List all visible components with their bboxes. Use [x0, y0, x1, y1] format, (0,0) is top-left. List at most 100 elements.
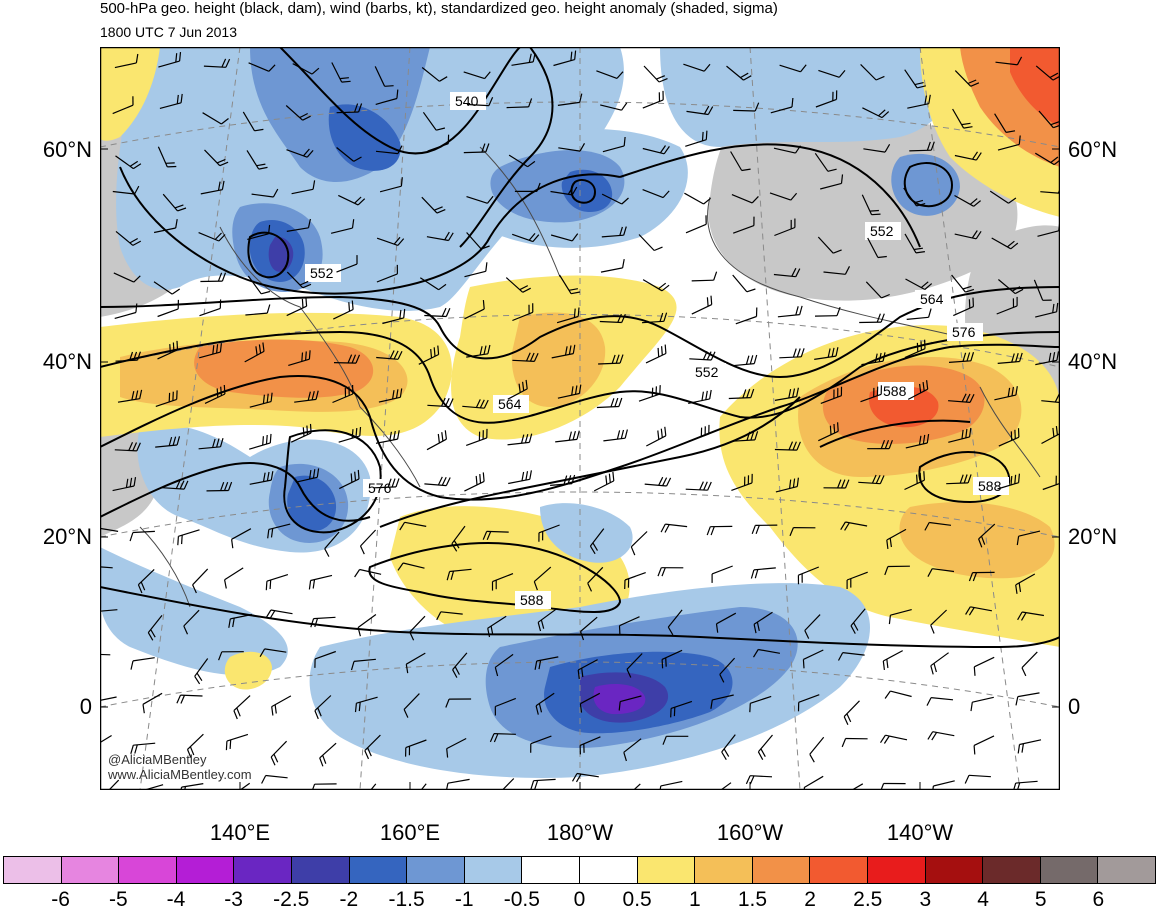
contour-label-588-east: 588: [978, 478, 1002, 494]
wind-barb: [721, 734, 736, 761]
wind-barbs: [100, 50, 1060, 790]
wind-barb: [100, 696, 117, 702]
wind-barb: [436, 611, 463, 621]
wind-barb: [530, 778, 556, 790]
wind-barb: [579, 692, 601, 713]
wind-barb: [338, 194, 366, 206]
colorbar-swatch: [925, 857, 984, 883]
wind-barb: [948, 427, 972, 443]
wind-barb: [691, 295, 713, 315]
wind-barb: [815, 90, 838, 108]
wind-barb: [228, 613, 253, 628]
wind-barb: [862, 107, 890, 119]
wind-barb: [840, 521, 868, 531]
wind-barb: [867, 439, 893, 450]
wind-barb: [359, 529, 377, 555]
wind-barb: [451, 525, 466, 552]
wind-barb: [689, 351, 716, 361]
wind-barb: [820, 174, 844, 190]
wind-barb: [773, 145, 801, 154]
wind-barb: [494, 653, 514, 677]
wind-barb: [419, 277, 447, 291]
wind-barb: [512, 352, 539, 362]
wind-barb: [204, 149, 229, 167]
wind-barb: [818, 69, 846, 78]
wind-barb: [551, 344, 576, 359]
wind-barb: [630, 531, 648, 556]
wind-barb: [817, 236, 842, 254]
wind-barb: [880, 782, 906, 790]
wind-barb: [951, 274, 975, 293]
wind-barb: [579, 736, 601, 755]
wind-barb: [424, 476, 451, 487]
wind-barb: [659, 780, 683, 790]
colorbar-tick-label: -4: [166, 888, 186, 911]
wind-barb: [112, 477, 137, 492]
wind-barb: [688, 389, 712, 404]
wind-barb: [930, 609, 948, 634]
height-contours: [100, 47, 1060, 649]
wind-barb: [376, 264, 398, 283]
wind-barb: [1034, 152, 1060, 166]
wind-barb: [514, 182, 541, 192]
wind-barb: [750, 567, 776, 579]
wind-barb: [774, 441, 801, 451]
wind-barb: [339, 469, 360, 490]
wind-barb: [909, 141, 935, 152]
wind-barb: [735, 307, 758, 325]
wind-barb: [904, 69, 926, 89]
wind-barb: [370, 783, 377, 790]
wind-barb: [965, 606, 993, 616]
credit-handle: @AliciaMBentley: [108, 752, 207, 767]
wind-barb: [732, 216, 755, 234]
wind-barb: [948, 352, 975, 363]
wind-barb: [884, 565, 910, 576]
wind-barb: [177, 529, 200, 546]
wind-barb: [867, 237, 887, 259]
wind-barb: [858, 474, 885, 485]
wind-barb: [333, 300, 354, 320]
wind-barb: [926, 697, 954, 706]
wind-barb: [954, 151, 982, 161]
wind-barb: [330, 219, 355, 234]
wind-barb: [137, 568, 155, 594]
wind-barb: [452, 652, 468, 678]
wind-barb: [882, 650, 903, 670]
wind-barb: [336, 103, 363, 114]
lon-label-140e: 140°E: [209, 820, 271, 845]
contour-label-552-west: 552: [310, 265, 334, 281]
wind-barb: [251, 188, 279, 198]
wind-barb: [100, 734, 112, 744]
wind-barb: [200, 272, 227, 283]
wind-barb: [147, 615, 163, 641]
wind-barb: [115, 351, 141, 362]
wind-barb: [638, 385, 661, 402]
lon-label-180w: 180°W: [546, 820, 614, 845]
wind-barb: [907, 380, 929, 400]
wind-barb: [319, 742, 337, 767]
wind-barb: [602, 136, 626, 153]
wind-barb: [973, 656, 995, 676]
wind-barb: [505, 277, 531, 293]
wind-barb: [624, 572, 646, 590]
wind-barb: [375, 89, 399, 105]
frame-ticks: [100, 148, 1060, 790]
wind-barb: [1021, 651, 1038, 677]
wind-barb: [162, 193, 187, 212]
wind-barb: [538, 524, 560, 542]
wind-barb: [336, 147, 362, 162]
wind-barb: [113, 272, 141, 283]
wind-barb: [421, 196, 446, 214]
wind-barb: [861, 194, 881, 216]
wind-barb: [231, 528, 252, 549]
colorbar-swatch: [1040, 857, 1099, 883]
wind-barb: [375, 145, 403, 155]
wind-barb: [354, 568, 382, 578]
wind-barb: [180, 783, 204, 790]
wind-barb: [779, 348, 805, 359]
wind-barb: [749, 695, 772, 713]
colorbar-swatch: [119, 857, 177, 883]
wind-barb: [198, 438, 224, 450]
colorbar-tick-label: -2: [339, 888, 359, 911]
wind-barb: [501, 778, 515, 790]
